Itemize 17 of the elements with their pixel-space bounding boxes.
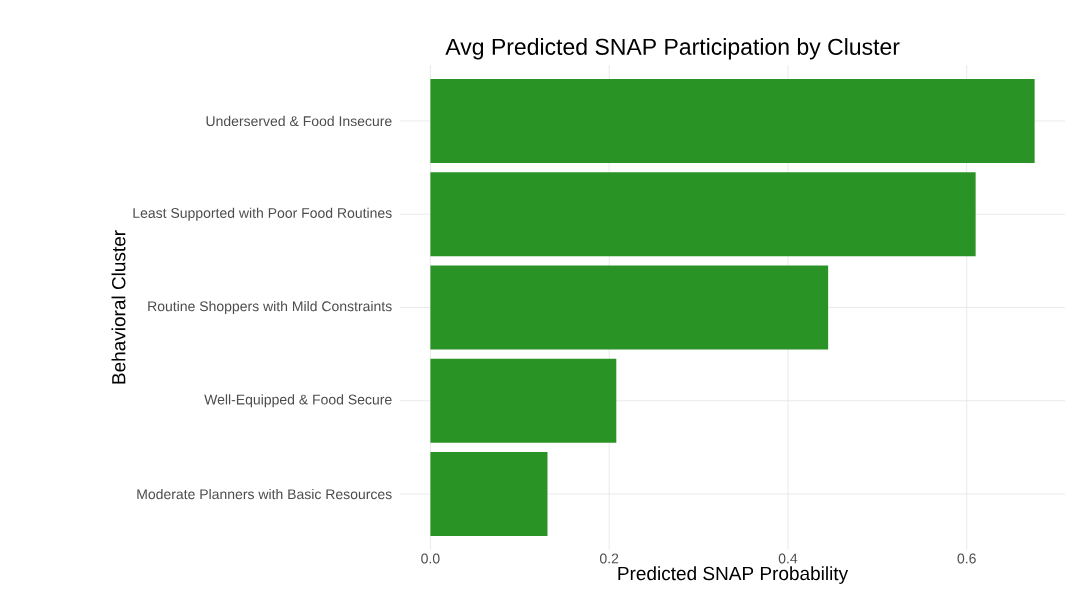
chart-title: Avg Predicted SNAP Participation by Cluster: [445, 38, 900, 60]
bar: [430, 172, 976, 257]
x-tick-label: 0.6: [957, 553, 976, 564]
x-tick-label: 0.2: [599, 553, 619, 564]
bar: [430, 452, 548, 536]
x-axis-title: Predicted SNAP Probability: [618, 566, 849, 584]
x-tick-label: 0.4: [778, 553, 798, 564]
bar: [430, 358, 617, 443]
y-axis-title: Behavioral Cluster: [111, 230, 126, 384]
bar: [430, 265, 829, 350]
y-tick-label: Well-Equipped & Food Secure: [204, 394, 392, 408]
x-tick-label: 0.0: [421, 553, 440, 564]
bar: [430, 78, 1035, 163]
y-tick-label: Underserved & Food Insecure: [206, 115, 392, 127]
y-tick-label: Moderate Planners with Basic Resources: [137, 488, 392, 500]
y-tick-label: Least Supported with Poor Food Routines: [133, 207, 392, 221]
y-tick-label: Routine Shoppers with Mild Constraints: [148, 300, 392, 315]
